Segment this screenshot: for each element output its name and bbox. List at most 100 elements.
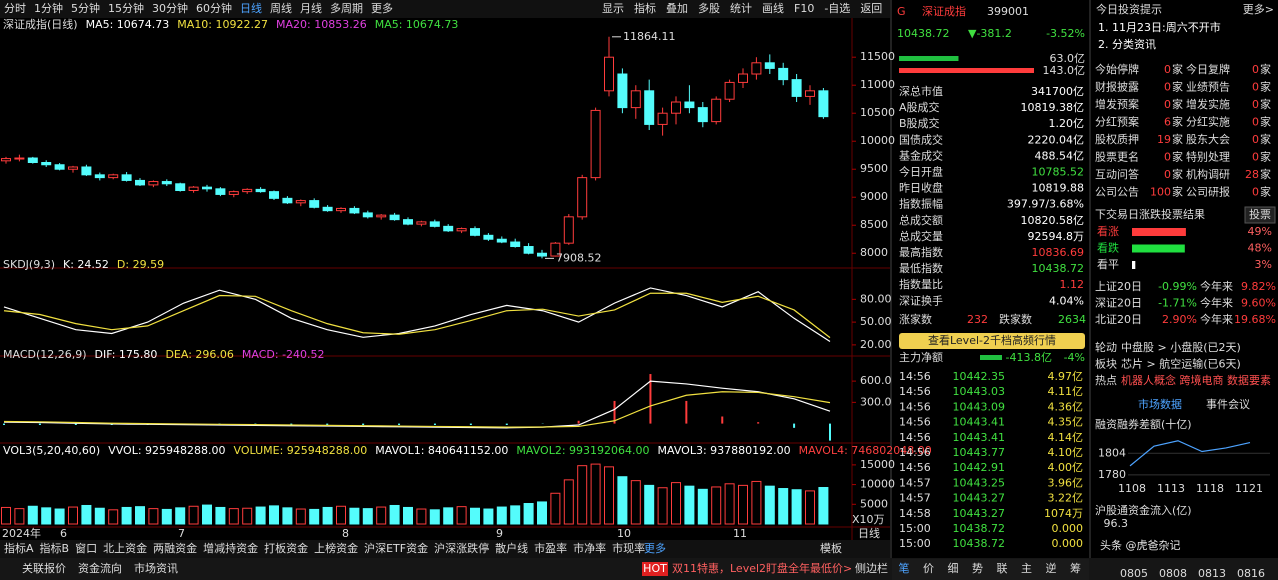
x-tick-label: 1121 [1235,482,1263,495]
more-link[interactable]: 更多> [1243,2,1274,16]
volume-bar [470,507,480,525]
tab[interactable]: 指标B [40,541,70,555]
quote-tab[interactable]: 势 [972,562,983,575]
period-button[interactable]: 5分钟 [71,1,100,15]
flow-bar [899,56,959,61]
rotation-value: 中盘股 > 小盘股(已2天) [1121,340,1241,354]
tab[interactable]: 打板资金 [264,541,308,555]
news-item[interactable]: 2. 分类资讯 [1098,37,1156,51]
candle-body [322,206,333,212]
tab[interactable]: 增减持资金 [203,541,258,555]
tool-button[interactable]: 显示 [602,2,624,15]
level2-button[interactable] [899,333,1085,349]
tab[interactable]: 两融资金 [153,541,197,555]
data-tab[interactable]: 市场数据 [1138,397,1182,411]
period-button[interactable]: 1分钟 [34,1,63,15]
tab[interactable]: 沪深ETF资金 [364,541,428,555]
volume-bar [228,508,239,525]
tick-amount: 4.36亿 [1048,400,1084,413]
chart-legend: MA20: 10853.26 [276,18,367,31]
quote-tab[interactable]: 笔 [899,561,910,575]
period-button[interactable]: 周线 [270,1,292,15]
tab[interactable]: 市现率 [612,541,645,555]
level2-label[interactable]: 查看Level-2千档高频行情 [928,333,1056,347]
data-tab[interactable]: 事件会议 [1206,398,1250,411]
tool-button[interactable]: 统计 [730,2,752,15]
stat-name: A股成交 [899,100,940,114]
status-link[interactable]: 关联报价 [22,561,66,575]
candle-body [671,101,681,114]
tab[interactable]: 沪深涨跌停 [434,541,489,555]
quote-tab[interactable]: 逆 [1046,561,1057,575]
tool-button[interactable]: 多股 [698,1,720,15]
status-link[interactable]: 市场资讯 [134,561,178,575]
template-tab[interactable]: 模板 [820,541,842,555]
tool-button[interactable]: F10 [794,2,814,15]
candle-body [470,228,480,236]
tool-button[interactable]: -自选 [824,2,850,15]
promo[interactable]: 双11特惠，Level2盯盘全年最低价> [672,561,852,575]
tab[interactable]: 市盈率 [534,541,567,555]
candle-body [362,212,373,218]
stat-name: 昨日收盘 [899,181,943,195]
event-unit: 家 [1172,62,1183,76]
quote-tab[interactable]: 主 [1021,562,1032,575]
hot-badge [642,562,668,576]
vote-name: 看平 [1097,257,1119,271]
event-unit: 家 [1172,132,1183,146]
quote-tab[interactable]: 细 [948,562,959,575]
flow-bar [899,68,1034,73]
volume-bar [711,486,722,525]
volume-legend: VOL3(5,20,40,60) [3,444,100,457]
candle-body [282,197,293,204]
event-unit: 家 [1172,150,1183,164]
tool-button[interactable]: 返回 [860,2,882,15]
period-button[interactable]: 更多 [371,1,393,15]
candle-body [376,214,387,218]
quote-tab[interactable]: 筹 [1070,561,1081,575]
period-button[interactable]: 多周期 [330,1,363,15]
volume-bar [684,485,695,525]
tool-button[interactable]: 叠加 [666,2,688,15]
period-button[interactable]: 日线 [240,1,262,15]
y-tick-label: 10000 [860,134,895,147]
candle-body [550,242,561,257]
vote-button-label[interactable]: 投票 [1249,207,1271,221]
event-name: 公司公告 [1095,186,1139,199]
up-count: 232 [967,313,988,326]
tab[interactable]: 指标A [4,541,34,555]
sidebar-button[interactable]: 侧边栏 [855,561,888,575]
period-button[interactable]: 分时 [4,2,26,15]
vote-button[interactable] [1244,206,1276,224]
candle-body [161,181,172,185]
period-button[interactable]: 月线 [300,1,322,15]
period-button[interactable]: 60分钟 [196,1,232,15]
tool-button[interactable]: 指标 [634,1,656,15]
volume-bar [41,507,52,525]
candle-body [577,177,588,218]
tool-button[interactable]: 画线 [762,1,784,15]
tab[interactable]: 市净率 [573,541,606,555]
tick-amount: 3.22亿 [1048,492,1084,505]
tab[interactable]: 散户线 [495,541,528,555]
status-link[interactable]: 资金流向 [78,561,122,575]
candle-body [818,90,829,118]
annotation: 11864.11 [623,30,676,43]
indicator-legend: DEA: 296.06 [165,348,233,361]
quote-tab[interactable]: 价 [923,562,934,575]
tab[interactable]: 上榜资金 [314,541,358,555]
more-tab[interactable]: 更多 [644,541,666,555]
candle-body [14,157,25,160]
x-tick-label: 1113 [1157,482,1185,495]
quote-tab[interactable]: 联 [997,562,1008,575]
tab[interactable]: 北上资金 [103,541,147,555]
tab[interactable]: 窗口 [75,541,97,555]
change-pct: -3.52% [1046,27,1085,40]
period-button[interactable]: 15分钟 [108,1,144,15]
candle-body [255,188,266,193]
indicator-line [3,391,831,428]
stat-value: 10820.58亿 [1021,214,1085,227]
period-button[interactable]: 30分钟 [152,1,188,15]
news-item[interactable]: 1. 11月23日:周六不开市 [1098,20,1221,34]
volume-bar [269,505,279,525]
